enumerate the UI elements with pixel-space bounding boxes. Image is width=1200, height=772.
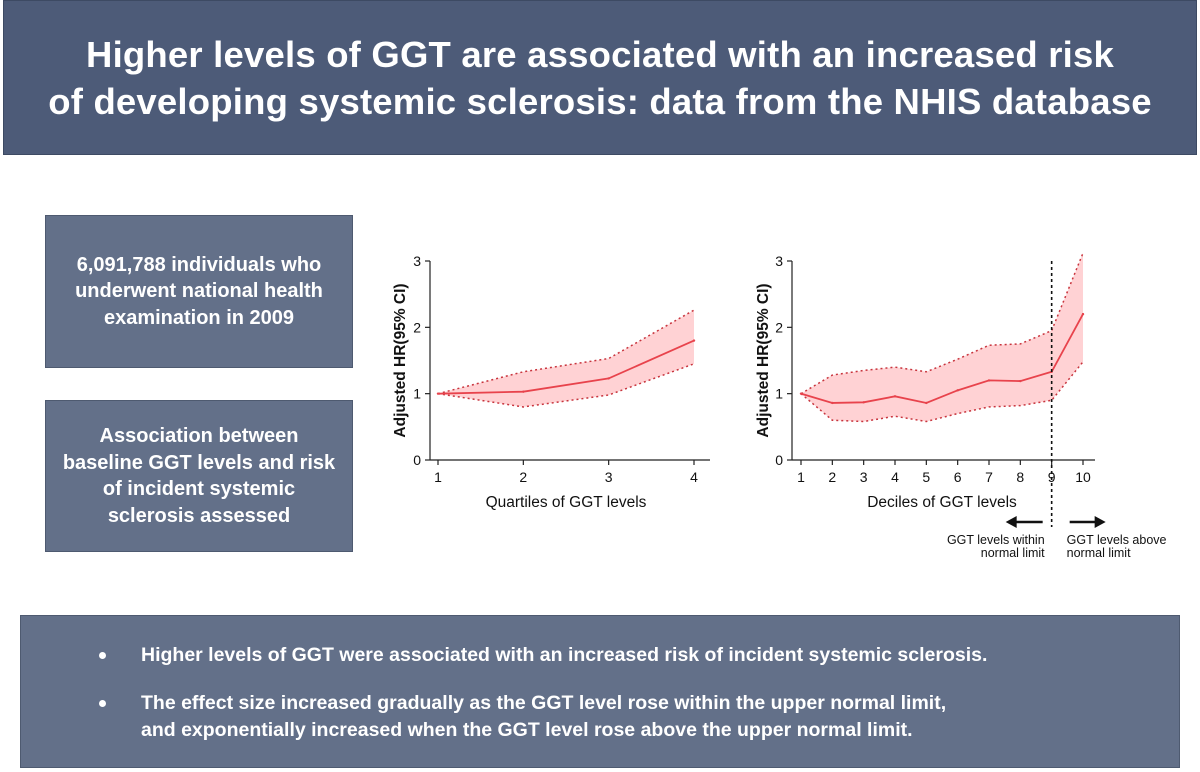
title-line-1: Higher levels of GGT are associated with… <box>86 33 1114 75</box>
hr-point <box>1019 379 1022 383</box>
x-tick-label: 8 <box>1016 469 1024 485</box>
y-axis-label: Adjusted HR(95% CI) <box>392 283 409 437</box>
title-banner: Higher levels of GGT are associated with… <box>3 0 1197 155</box>
y-tick-label: 2 <box>775 319 783 335</box>
above-normal-limit-label: normal limit <box>1067 546 1131 560</box>
x-tick-label: 2 <box>828 469 836 485</box>
x-tick-label: 4 <box>690 469 698 485</box>
x-tick-label: 1 <box>797 469 805 485</box>
upper-ci-line <box>437 309 695 395</box>
bullet-dot <box>99 700 106 707</box>
y-tick-label: 1 <box>413 386 421 402</box>
x-tick-label: 5 <box>922 469 930 485</box>
study-design-text: Association between baseline GGT levels … <box>62 425 336 527</box>
lower-ci-line <box>800 361 1084 423</box>
left-arrow-icon <box>1005 516 1017 528</box>
y-tick-label: 0 <box>413 452 421 468</box>
hr-point <box>862 401 865 404</box>
study-design-box: Association between baseline GGT levels … <box>45 400 353 552</box>
hr-point <box>925 401 928 405</box>
x-tick-label: 1 <box>434 469 442 485</box>
hr-point <box>1081 312 1085 316</box>
finding-text-2: The effect size increased gradually as t… <box>141 692 947 741</box>
decile-chart: 012312345678910Deciles of GGT levelsAdju… <box>755 252 1167 560</box>
y-tick-label: 3 <box>775 253 783 269</box>
within-normal-limit-label: normal limit <box>981 546 1045 560</box>
y-tick-label: 2 <box>413 319 421 335</box>
key-findings-box: Higher levels of GGT were associated wit… <box>20 615 1180 768</box>
y-tick-label: 1 <box>775 386 783 402</box>
y-tick-label: 3 <box>413 253 421 269</box>
population-text: 6,091,788 individuals who underwent nati… <box>75 253 323 329</box>
above-normal-limit-label: GGT levels above <box>1067 533 1167 547</box>
x-tick-label: 4 <box>891 469 899 485</box>
x-tick-label: 3 <box>605 469 613 485</box>
x-tick-label: 10 <box>1075 469 1091 485</box>
population-box: 6,091,788 individuals who underwent nati… <box>45 215 353 368</box>
hr-point <box>956 389 959 392</box>
y-tick-label: 0 <box>775 452 783 468</box>
hr-point <box>831 401 834 405</box>
x-tick-label: 3 <box>860 469 868 485</box>
hr-point <box>692 339 696 342</box>
x-tick-label: 7 <box>985 469 993 485</box>
hr-point <box>522 390 525 393</box>
hr-point <box>436 392 440 395</box>
x-axis-label: Quartiles of GGT levels <box>486 494 647 511</box>
y-axis-label: Adjusted HR(95% CI) <box>755 283 772 437</box>
x-tick-label: 6 <box>954 469 962 485</box>
hr-point <box>799 392 803 395</box>
hr-point <box>893 395 897 398</box>
ci-band <box>438 310 694 407</box>
hr-line <box>437 339 695 395</box>
x-tick-label: 2 <box>519 469 527 485</box>
x-axis-label: Deciles of GGT levels <box>867 494 1017 511</box>
hr-line <box>800 313 1084 404</box>
title-line-2: of developing systemic sclerosis: data f… <box>48 80 1152 122</box>
ci-band <box>801 253 1083 422</box>
within-normal-limit-label: GGT levels within <box>947 533 1045 547</box>
hr-point <box>607 377 610 380</box>
bullet-dot <box>99 652 106 659</box>
right-arrow-icon <box>1094 516 1106 528</box>
finding-text-1: Higher levels of GGT were associated wit… <box>141 644 988 666</box>
hr-point <box>987 379 991 382</box>
